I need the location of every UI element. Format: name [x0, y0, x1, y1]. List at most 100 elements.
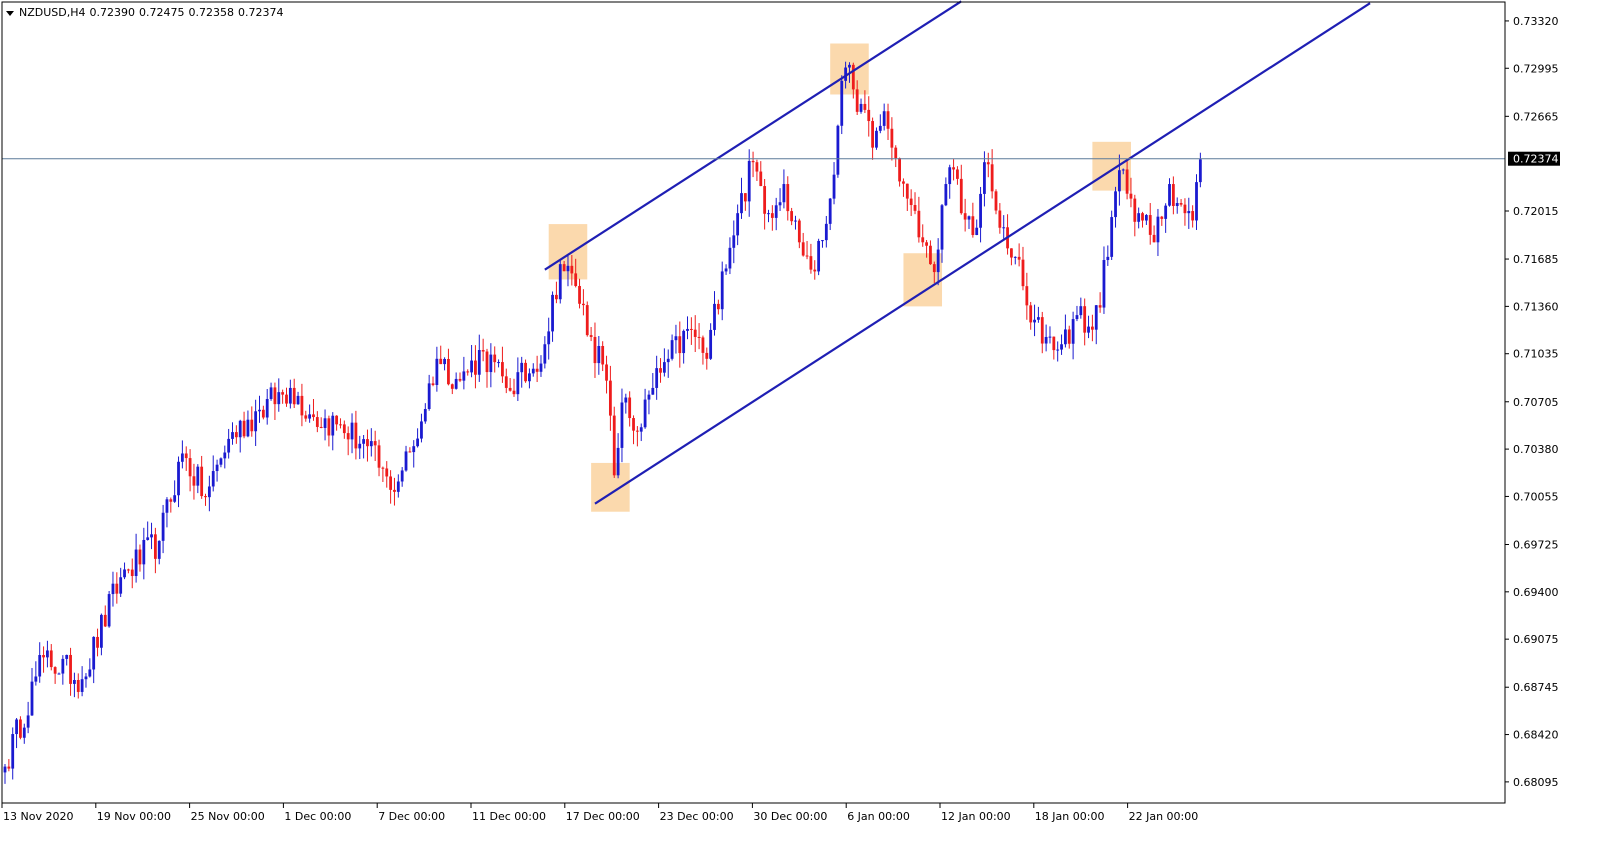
- candle-body: [258, 409, 261, 412]
- x-tick-label: 22 Jan 00:00: [1129, 810, 1199, 823]
- candle-body: [431, 383, 435, 385]
- y-tick-label: 0.69725: [1513, 538, 1559, 551]
- candle-body: [921, 237, 925, 243]
- candle-body: [88, 669, 92, 677]
- candle-body: [709, 329, 713, 359]
- candle-body: [1125, 169, 1129, 194]
- candle-body: [192, 476, 196, 486]
- candle-body: [859, 103, 863, 112]
- candle-body: [898, 158, 901, 182]
- candle-body: [1025, 286, 1029, 306]
- y-tick-label: 0.69075: [1513, 633, 1559, 646]
- x-tick-label: 6 Jan 00:00: [847, 810, 910, 823]
- plot-frame: [1, 1, 1506, 804]
- candle-body: [902, 181, 905, 184]
- candle-body: [1037, 317, 1040, 320]
- candle-body: [7, 766, 11, 769]
- y-tick-label: 0.68095: [1513, 776, 1559, 789]
- candle-body: [1156, 216, 1160, 243]
- candle-body: [223, 452, 227, 459]
- candle-body: [578, 285, 581, 304]
- candle-body: [848, 64, 851, 68]
- candle-body: [300, 395, 304, 416]
- candle-body: [797, 220, 801, 243]
- candle-body: [1106, 256, 1110, 261]
- candle-body: [1129, 193, 1133, 199]
- candle-body: [875, 130, 878, 148]
- candle-body: [539, 363, 543, 372]
- x-tick-label: 25 Nov 00:00: [191, 810, 265, 823]
- x-tick-label: 12 Jan 00:00: [941, 810, 1011, 823]
- candle-body: [778, 202, 782, 206]
- high-value: 0.72475: [139, 6, 185, 19]
- candle-body: [724, 268, 728, 272]
- candle-body: [720, 271, 724, 310]
- candle-body: [643, 399, 647, 428]
- candle-body: [932, 264, 936, 273]
- candle-body: [535, 368, 539, 372]
- candle-body: [219, 458, 223, 465]
- candle-body: [998, 210, 1002, 228]
- candle-body: [508, 387, 512, 391]
- candle-body: [481, 350, 485, 352]
- candle-body: [366, 439, 369, 447]
- highlight-box: [1092, 141, 1131, 191]
- candle-body: [1183, 204, 1187, 214]
- candle-body: [103, 614, 107, 627]
- candle-body: [443, 358, 446, 365]
- y-tick-label: 0.72665: [1513, 110, 1559, 123]
- candle-body: [373, 441, 377, 446]
- candle-body: [142, 539, 146, 565]
- candle-body: [489, 354, 493, 373]
- candle-body: [69, 654, 72, 684]
- x-tick-label: 11 Dec 00:00: [472, 810, 546, 823]
- candle-body: [620, 402, 624, 448]
- open-value: 0.72390: [89, 6, 136, 19]
- candle-body: [882, 111, 886, 126]
- candle-body: [740, 193, 743, 214]
- candle-body: [824, 223, 828, 241]
- candle-body: [408, 451, 412, 453]
- candle-body: [689, 328, 693, 330]
- candle-body: [404, 451, 408, 471]
- x-tick-label: 13 Nov 2020: [3, 810, 73, 823]
- candle-body: [1033, 319, 1036, 323]
- candle-body: [894, 147, 898, 159]
- candle-body: [1040, 317, 1044, 344]
- candle-body: [732, 235, 736, 248]
- candle-body: [319, 426, 323, 428]
- candle-body: [1198, 159, 1202, 183]
- candle-body: [204, 496, 207, 498]
- candle-body: [96, 636, 99, 648]
- candle-body: [817, 240, 821, 272]
- candle-body: [1110, 217, 1114, 257]
- candle-body: [73, 679, 76, 684]
- x-tick-label: 19 Nov 00:00: [97, 810, 171, 823]
- y-tick-label: 0.68420: [1513, 729, 1559, 742]
- candle-body: [994, 191, 998, 211]
- y-tick-label: 0.72995: [1513, 62, 1559, 75]
- dropdown-triangle-icon[interactable]: [6, 10, 14, 16]
- candle-body: [624, 397, 628, 403]
- candle-body: [639, 427, 643, 432]
- candle-body: [1094, 305, 1098, 330]
- candle-body: [331, 415, 335, 436]
- candle-body: [169, 499, 173, 502]
- candle-body: [836, 125, 840, 175]
- candle-body: [844, 67, 848, 81]
- highlight-box: [903, 253, 943, 307]
- candle-body: [497, 362, 500, 364]
- candle-body: [821, 240, 824, 242]
- close-value: 0.72374: [238, 6, 284, 19]
- chart-header: NZDUSD,H4 0.72390 0.72475 0.72358 0.72374: [6, 6, 288, 19]
- candle-body: [1168, 184, 1171, 206]
- candle-body: [92, 636, 96, 670]
- candle-body: [227, 438, 231, 453]
- candle-body: [211, 471, 215, 487]
- candle-body: [531, 368, 535, 374]
- candle-body: [589, 335, 593, 337]
- candle-body: [983, 162, 986, 194]
- candle-body: [944, 184, 948, 206]
- candle-body: [1195, 182, 1198, 221]
